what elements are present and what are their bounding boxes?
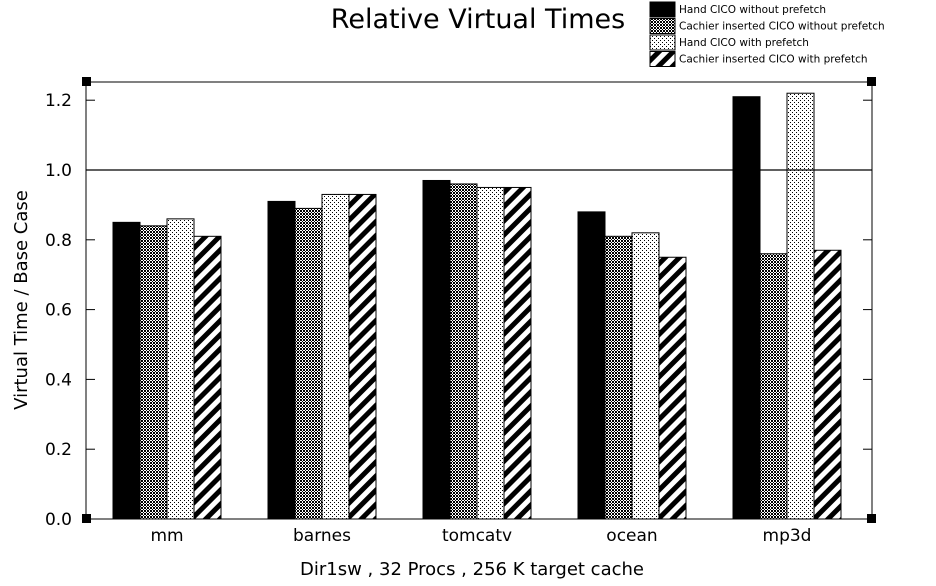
bar-ocean-series-1 [577, 211, 606, 520]
y-tick-label: 0.2 [45, 440, 72, 460]
bar-barnes-series-4 [348, 193, 377, 520]
bar-mp3d-series-1 [732, 96, 761, 520]
bar-mp3d-series-3 [786, 92, 815, 520]
bar-mm-series-2 [139, 225, 168, 520]
x-axis-category-labels: mm barnes tomcatv ocean mp3d [150, 526, 811, 546]
x-category-label: barnes [293, 526, 351, 546]
legend-label: Cachier inserted CICO with prefetch [679, 54, 868, 66]
bar-mp3d-series-4 [813, 249, 842, 520]
legend: Hand CICO without prefetch Cachier insert… [649, 1, 885, 67]
y-tick-label: 1.2 [45, 91, 72, 111]
y-tick-label: 0.0 [45, 510, 72, 530]
y-tick-label: 0.8 [45, 231, 72, 251]
y-tick-label: 0.4 [45, 370, 72, 390]
legend-label: Hand CICO without prefetch [679, 4, 826, 16]
bar-ocean-series-3 [631, 232, 660, 520]
x-category-label: mp3d [763, 526, 812, 546]
legend-label: Cachier inserted CICO without prefetch [679, 21, 885, 33]
y-tick-label: 1.0 [45, 161, 72, 181]
bar-tomcatv-series-2 [449, 183, 478, 520]
x-axis-label: Dir1sw , 32 Procs , 256 K target cache [300, 559, 644, 580]
corner-marker [82, 77, 91, 86]
corner-marker [867, 77, 876, 86]
y-axis-label: Virtual Time / Base Case [11, 190, 32, 410]
bar-mp3d-series-2 [759, 253, 788, 520]
legend-swatch [649, 18, 676, 34]
x-category-label: mm [150, 526, 183, 546]
bar-barnes-series-1 [267, 200, 296, 520]
chart-title: Relative Virtual Times [331, 4, 625, 35]
legend-label: Hand CICO with prefetch [679, 37, 809, 49]
legend-swatch [649, 34, 676, 51]
bar-tomcatv-series-1 [422, 179, 451, 520]
bar-tomcatv-series-4 [503, 186, 532, 520]
bar-mm-series-1 [112, 221, 141, 520]
bar-series [112, 92, 842, 520]
x-category-label: tomcatv [442, 526, 512, 546]
x-category-label: ocean [606, 526, 657, 546]
bar-tomcatv-series-3 [476, 186, 505, 520]
y-tick-label: 0.6 [45, 301, 72, 321]
bar-ocean-series-2 [604, 235, 633, 520]
bar-mm-series-4 [193, 235, 222, 520]
legend-swatch [649, 1, 676, 18]
legend-swatch [649, 51, 676, 67]
bar-mm-series-3 [166, 218, 195, 520]
bar-ocean-series-4 [658, 256, 687, 520]
bar-barnes-series-3 [321, 193, 350, 520]
bar-barnes-series-2 [294, 207, 323, 520]
